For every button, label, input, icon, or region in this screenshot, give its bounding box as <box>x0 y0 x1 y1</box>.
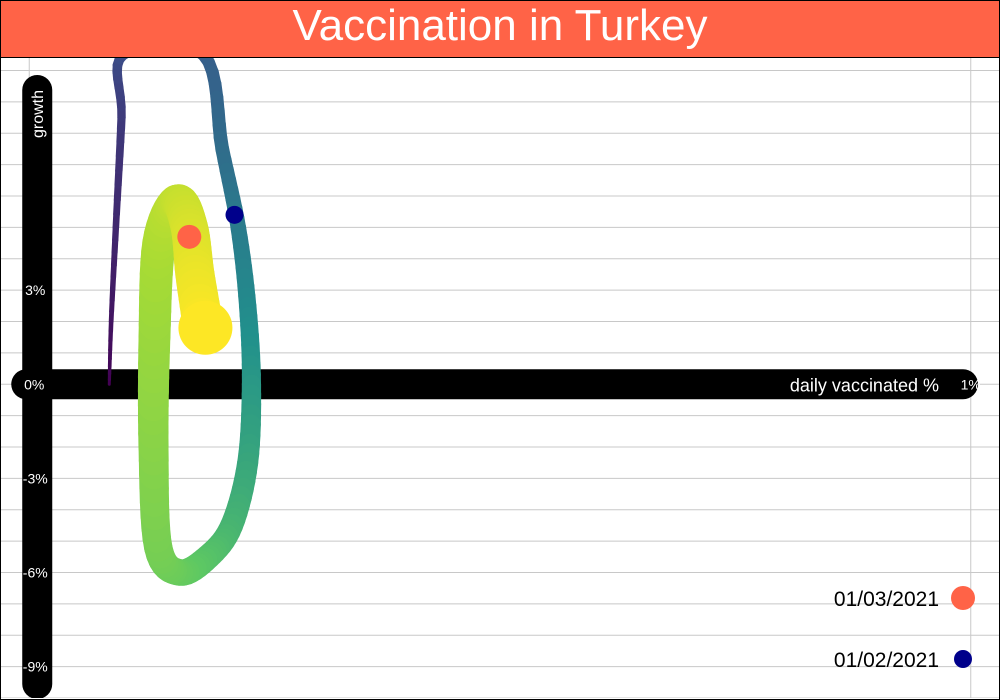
x-tick-label: 1% <box>961 376 981 392</box>
legend-marker <box>954 650 972 668</box>
y-tick-label: -6% <box>23 565 48 581</box>
highlight-point <box>225 205 244 224</box>
x-axis-label: daily vaccinated % <box>790 375 939 395</box>
y-tick-label: -3% <box>23 470 48 486</box>
label-layer: 0% 1% 3% -3% -6% -9% daily vaccinated % growth 0… <box>23 90 981 675</box>
y-tick-label: 3% <box>25 282 45 298</box>
y-tick-label: -9% <box>23 659 48 675</box>
chart-plot: 0% 1% 3% -3% -6% -9% daily vaccinated % growth 0… <box>1 58 999 698</box>
chart-title: Vaccination in Turkey <box>292 1 708 50</box>
series-layer <box>107 58 262 586</box>
series-end-point <box>178 300 233 355</box>
title-bar: Vaccination in Turkey <box>1 1 999 58</box>
x-tick-label: 0% <box>24 376 44 392</box>
marker-layer <box>177 205 975 668</box>
legend-label: 01/02/2021 <box>834 649 939 672</box>
legend-marker <box>951 586 975 610</box>
legend-label: 01/03/2021 <box>834 588 939 611</box>
highlight-point <box>177 224 202 249</box>
axis-layer <box>11 75 978 698</box>
y-axis-label: growth <box>30 90 47 138</box>
